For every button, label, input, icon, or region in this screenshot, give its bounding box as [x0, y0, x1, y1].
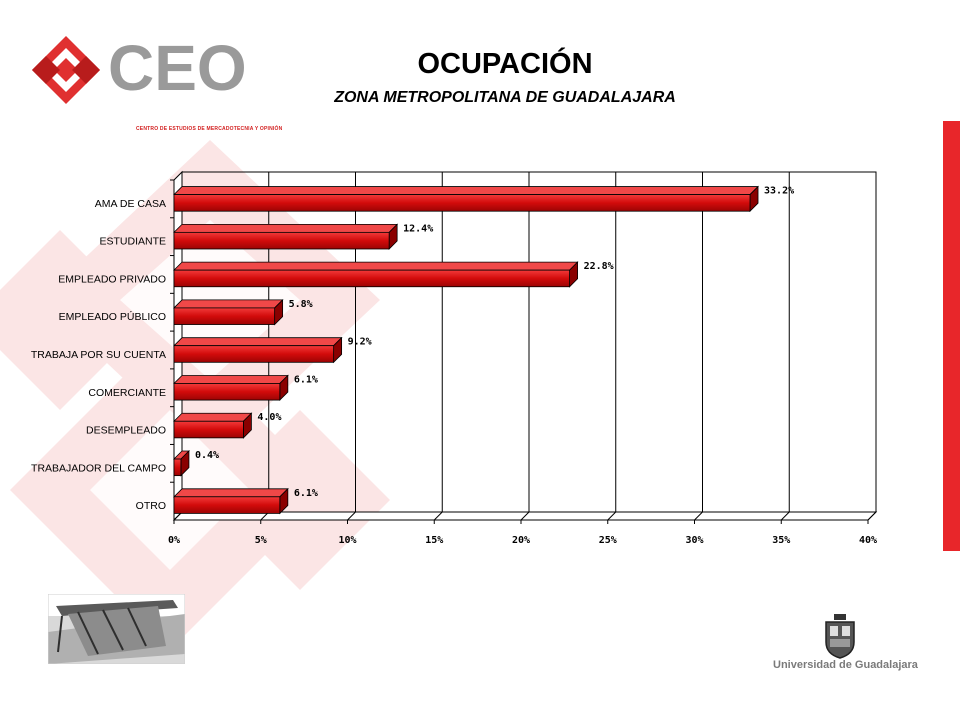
data-label: 6.1% [294, 488, 318, 499]
data-label: 33.2% [764, 186, 794, 197]
bar [173, 496, 281, 514]
category-label: EMPLEADO PRIVADO [58, 273, 166, 285]
chart-subtitle: ZONA METROPOLITANA DE GUADALAJARA [334, 89, 676, 106]
x-tick-label: 40% [859, 535, 877, 546]
data-label: 5.8% [289, 299, 313, 310]
university-name: Universidad de Guadalajara [773, 659, 918, 671]
x-floor-line [520, 511, 530, 521]
data-label: 0.4% [195, 450, 219, 461]
x-tick-label: 25% [599, 535, 617, 546]
bar-top-face [173, 412, 253, 422]
ceo-logo-mark [32, 36, 100, 104]
x-tick-label: 5% [255, 535, 267, 546]
category-label: TRABAJA POR SU CUENTA [31, 349, 166, 361]
bar-top-face [173, 375, 289, 384]
bar-top-face [173, 337, 343, 347]
x-floor-line [347, 511, 356, 521]
bar [173, 345, 335, 363]
ceo-logo-tagline: CENTRO DE ESTUDIOS DE MERCADOTECNIA Y OP… [136, 126, 283, 132]
category-label: AMA DE CASA [95, 198, 166, 210]
svg-text:CEO: CEO [108, 36, 247, 98]
bar-top-face [173, 261, 579, 271]
x-tick-label: 35% [772, 535, 790, 546]
bar [173, 231, 390, 250]
data-label: 9.2% [348, 337, 372, 348]
bar-top-face [173, 299, 284, 309]
bar [173, 307, 276, 325]
data-label: 6.1% [294, 374, 318, 385]
x-floor-line [867, 511, 877, 521]
bar [173, 383, 281, 401]
x-floor-line [780, 511, 790, 521]
chart-bars [173, 185, 759, 515]
chart-title: OCUPACIÓN [417, 48, 593, 80]
category-label: COMERCIANTE [88, 387, 166, 399]
bar [173, 420, 244, 439]
x-floor-line [433, 511, 443, 521]
bar [173, 194, 751, 212]
x-tick-label: 20% [512, 535, 530, 546]
data-label: 4.0% [257, 412, 281, 423]
data-label: 22.8% [584, 261, 614, 272]
category-label: ESTUDIANTE [99, 236, 166, 248]
x-floor-line [694, 511, 703, 521]
chart-labels: 0% 5% 10% 15% 20% 25% 30% 35% 40% AMA DE CASA 33.2… [31, 186, 877, 546]
x-tick-label: 15% [425, 535, 443, 546]
bar-top-face [173, 488, 289, 498]
data-label: 12.4% [403, 223, 433, 234]
bar [173, 458, 182, 477]
bridge-photo [48, 594, 185, 664]
bar [173, 269, 570, 288]
category-label: DESEMPLEADO [86, 425, 166, 437]
udg-shield-icon [825, 614, 855, 659]
accent-stripe [943, 121, 960, 551]
x-tick-label: 0% [168, 535, 180, 546]
x-floor-line [607, 511, 617, 521]
category-label: EMPLEADO PÚBLICO [59, 310, 166, 323]
category-label: TRABAJADOR DEL CAMPO [31, 462, 166, 474]
category-label: OTRO [136, 500, 166, 512]
ceo-logo: CEO CENTRO DE ESTUDIOS DE MERCADOTECNIA … [28, 30, 282, 132]
x-tick-label: 10% [338, 535, 356, 546]
bar-top-face [173, 186, 759, 195]
x-tick-label: 30% [685, 535, 703, 546]
ceo-logo-text: CEO [108, 36, 247, 98]
bar-top-face [173, 223, 399, 233]
